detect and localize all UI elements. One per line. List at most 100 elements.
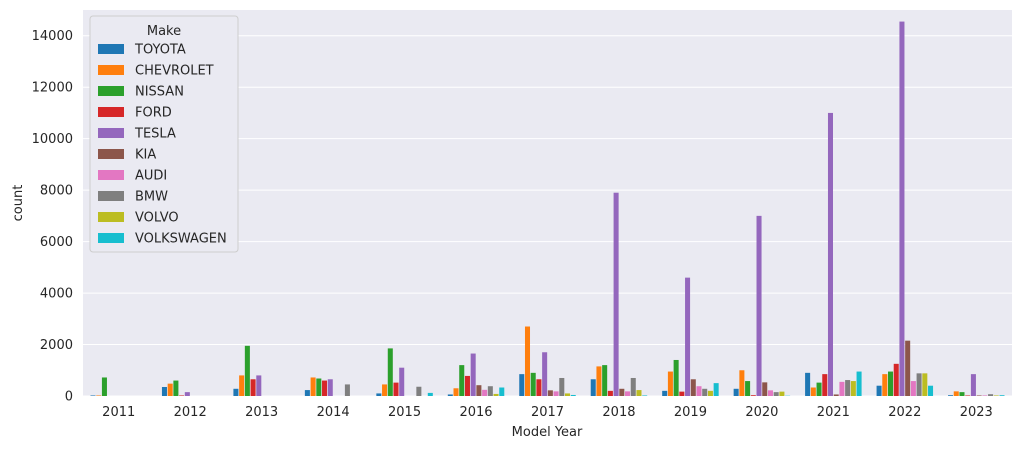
bar (911, 381, 916, 396)
bar (554, 391, 559, 396)
bar (768, 390, 773, 396)
legend-title: Make (147, 24, 181, 39)
legend-label: CHEVROLET (135, 64, 214, 79)
bar (674, 360, 679, 396)
bar (416, 387, 421, 396)
bar (376, 393, 381, 396)
bar (828, 113, 833, 396)
bar (851, 381, 856, 396)
legend-swatch (98, 212, 124, 222)
bar (739, 370, 744, 396)
bar (251, 379, 256, 396)
bar (971, 374, 976, 396)
bar (614, 193, 619, 396)
bar (305, 390, 310, 396)
bar (311, 377, 316, 396)
bar (608, 391, 613, 396)
y-tick-label: 8000 (40, 184, 73, 199)
bar (757, 216, 762, 396)
bar (905, 341, 910, 396)
bar (928, 386, 933, 396)
bar (565, 393, 570, 396)
legend-label: FORD (135, 106, 172, 121)
legend-swatch (98, 65, 124, 75)
bar (531, 373, 536, 396)
x-tick-label: 2022 (888, 405, 921, 420)
bar (708, 391, 713, 396)
bar (494, 394, 499, 396)
bar (536, 379, 541, 396)
bar (977, 395, 982, 396)
bar (179, 395, 184, 396)
legend-swatch (98, 191, 124, 201)
bar (239, 375, 244, 396)
bar (591, 379, 596, 396)
x-tick-label: 2021 (817, 405, 850, 420)
bar (245, 346, 250, 396)
bar (999, 395, 1004, 396)
legend-swatch (98, 86, 124, 96)
bar (679, 392, 684, 396)
legend-label: BMW (135, 190, 168, 205)
bar (388, 348, 393, 396)
bar (959, 392, 964, 396)
bar (345, 384, 350, 396)
bar (476, 385, 481, 396)
bar (762, 382, 767, 396)
y-tick-label: 6000 (40, 235, 73, 250)
bar (894, 364, 899, 396)
bar (459, 365, 464, 396)
x-axis-label: Model Year (512, 425, 583, 440)
bar (393, 383, 398, 396)
bar (811, 388, 816, 396)
bar (488, 386, 493, 396)
bar (322, 381, 327, 396)
legend-swatch (98, 149, 124, 159)
legend-swatch (98, 170, 124, 180)
bar (888, 372, 893, 396)
bar (817, 383, 822, 396)
bar (668, 372, 673, 396)
x-tick-label: 2014 (317, 405, 350, 420)
bar (899, 22, 904, 396)
bar (834, 394, 839, 396)
bar (994, 395, 999, 396)
bar (168, 384, 173, 396)
bar (448, 394, 453, 396)
bar (948, 395, 953, 396)
legend-label: TOYOTA (134, 43, 186, 58)
x-tick-label: 2020 (745, 405, 778, 420)
bar (922, 373, 927, 396)
y-tick-label: 2000 (40, 338, 73, 353)
x-tick-label: 2012 (174, 405, 207, 420)
bar (734, 389, 739, 396)
bar (982, 395, 987, 396)
bar (602, 365, 607, 396)
bar (619, 389, 624, 396)
bar (702, 389, 707, 396)
bar (751, 395, 756, 396)
legend: Make TOYOTACHEVROLETNISSANFORDTESLAKIAAU… (90, 16, 238, 252)
y-tick-label: 12000 (32, 81, 73, 96)
legend-label: VOLKSWAGEN (135, 232, 227, 247)
legend-swatch (98, 44, 124, 54)
bar (696, 386, 701, 396)
legend-swatch (98, 128, 124, 138)
bar (954, 391, 959, 396)
bar (525, 327, 530, 396)
bar (548, 390, 553, 396)
bar (988, 394, 993, 396)
x-tick-label: 2013 (245, 405, 278, 420)
bar (625, 391, 630, 396)
bar (631, 378, 636, 396)
bar (857, 372, 862, 396)
bar (185, 392, 190, 396)
bar (774, 392, 779, 396)
bar (596, 366, 601, 396)
bar (316, 379, 321, 397)
y-axis-label: count (11, 185, 26, 222)
x-tick-label: 2018 (602, 405, 635, 420)
legend-label: KIA (135, 148, 156, 163)
legend-label: VOLVO (135, 211, 179, 226)
